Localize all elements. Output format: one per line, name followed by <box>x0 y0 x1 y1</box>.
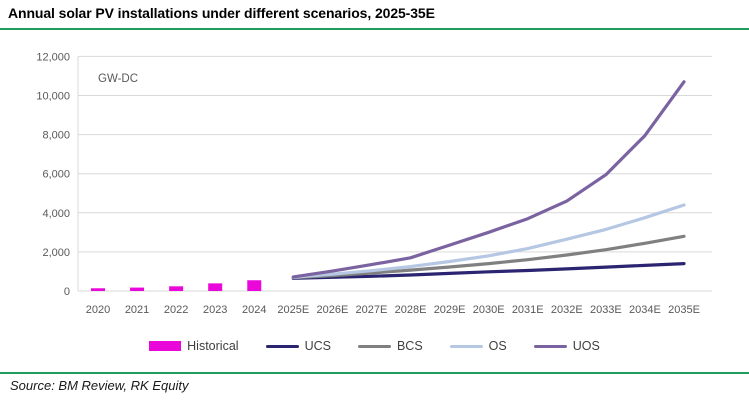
x-axis-tick-label: 2032E <box>551 304 583 316</box>
source-text: Source: BM Review, RK Equity <box>10 378 189 393</box>
y-axis-tick-label: 0 <box>64 286 70 298</box>
x-axis-tick-label: 2020 <box>86 304 110 316</box>
x-axis-tick-label: 2026E <box>316 304 348 316</box>
solar-pv-chart-plot: 0 2,000 4,000 6,000 8,000 10,000 12,000 GW-DC 20… <box>36 51 712 316</box>
y-axis-tick-label: 4,000 <box>42 208 70 220</box>
legend-label-historical: Historical <box>187 339 239 353</box>
x-axis-tick-label: 2034E <box>629 304 661 316</box>
scenario-line-uos <box>291 80 686 279</box>
legend-item-ucs: UCS <box>265 339 331 353</box>
x-axis-tick-label: 2025E <box>277 304 309 316</box>
y-axis-tick-label: 8,000 <box>42 130 70 142</box>
legend-label-ucs: UCS <box>304 339 331 353</box>
x-axis-tick-label: 2023 <box>203 304 227 316</box>
x-axis-tick-label: 2027E <box>356 304 388 316</box>
historical-bar <box>130 287 145 291</box>
legend-swatch-os <box>449 344 483 348</box>
legend-item-bcs: BCS <box>357 339 423 353</box>
x-axis-tick-label: 2029E <box>434 304 466 316</box>
x-axis-tick-label: 2024 <box>242 304 266 316</box>
historical-bar <box>169 286 184 291</box>
chart-title: Annual solar PV installations under diff… <box>8 5 435 21</box>
legend-label-bcs: BCS <box>396 339 423 353</box>
y-axis-tick-label: 2,000 <box>42 247 70 259</box>
x-axis-tick-label: 2022 <box>164 304 188 316</box>
scenario-line-os <box>291 203 686 279</box>
y-axis-tick-label: 12,000 <box>36 51 70 63</box>
chart-legend: Historical UCS BCS OS UOS <box>0 336 749 356</box>
x-axis-tick-label: 2021 <box>125 304 149 316</box>
legend-item-uos: UOS <box>533 339 600 353</box>
historical-bar <box>208 283 223 291</box>
title-divider-rule <box>0 28 749 30</box>
y-axis-tick-label: 10,000 <box>36 91 70 103</box>
legend-swatch-bcs <box>357 344 391 348</box>
legend-swatch-ucs <box>265 344 299 348</box>
historical-bar <box>91 288 105 291</box>
scenario-line-bcs <box>291 234 686 280</box>
x-axis-tick-label: 2031E <box>512 304 544 316</box>
legend-item-os: OS <box>449 339 507 353</box>
x-axis-tick-label: 2030E <box>473 304 505 316</box>
legend-label-os: OS <box>488 339 507 353</box>
x-axis-tick-label: 2028E <box>395 304 427 316</box>
legend-swatch-uos <box>533 344 567 348</box>
scenario-line-ucs <box>291 262 686 280</box>
legend-item-historical: Historical <box>149 339 239 353</box>
y-axis-tick-label: 6,000 <box>42 169 70 181</box>
legend-swatch-historical <box>149 341 182 351</box>
legend-label-uos: UOS <box>572 339 600 353</box>
x-axis-tick-label: 2035E <box>668 304 700 316</box>
historical-bar <box>247 280 262 291</box>
unit-label: GW-DC <box>98 73 138 85</box>
source-divider-rule <box>0 372 749 374</box>
x-axis-tick-label: 2033E <box>590 304 622 316</box>
